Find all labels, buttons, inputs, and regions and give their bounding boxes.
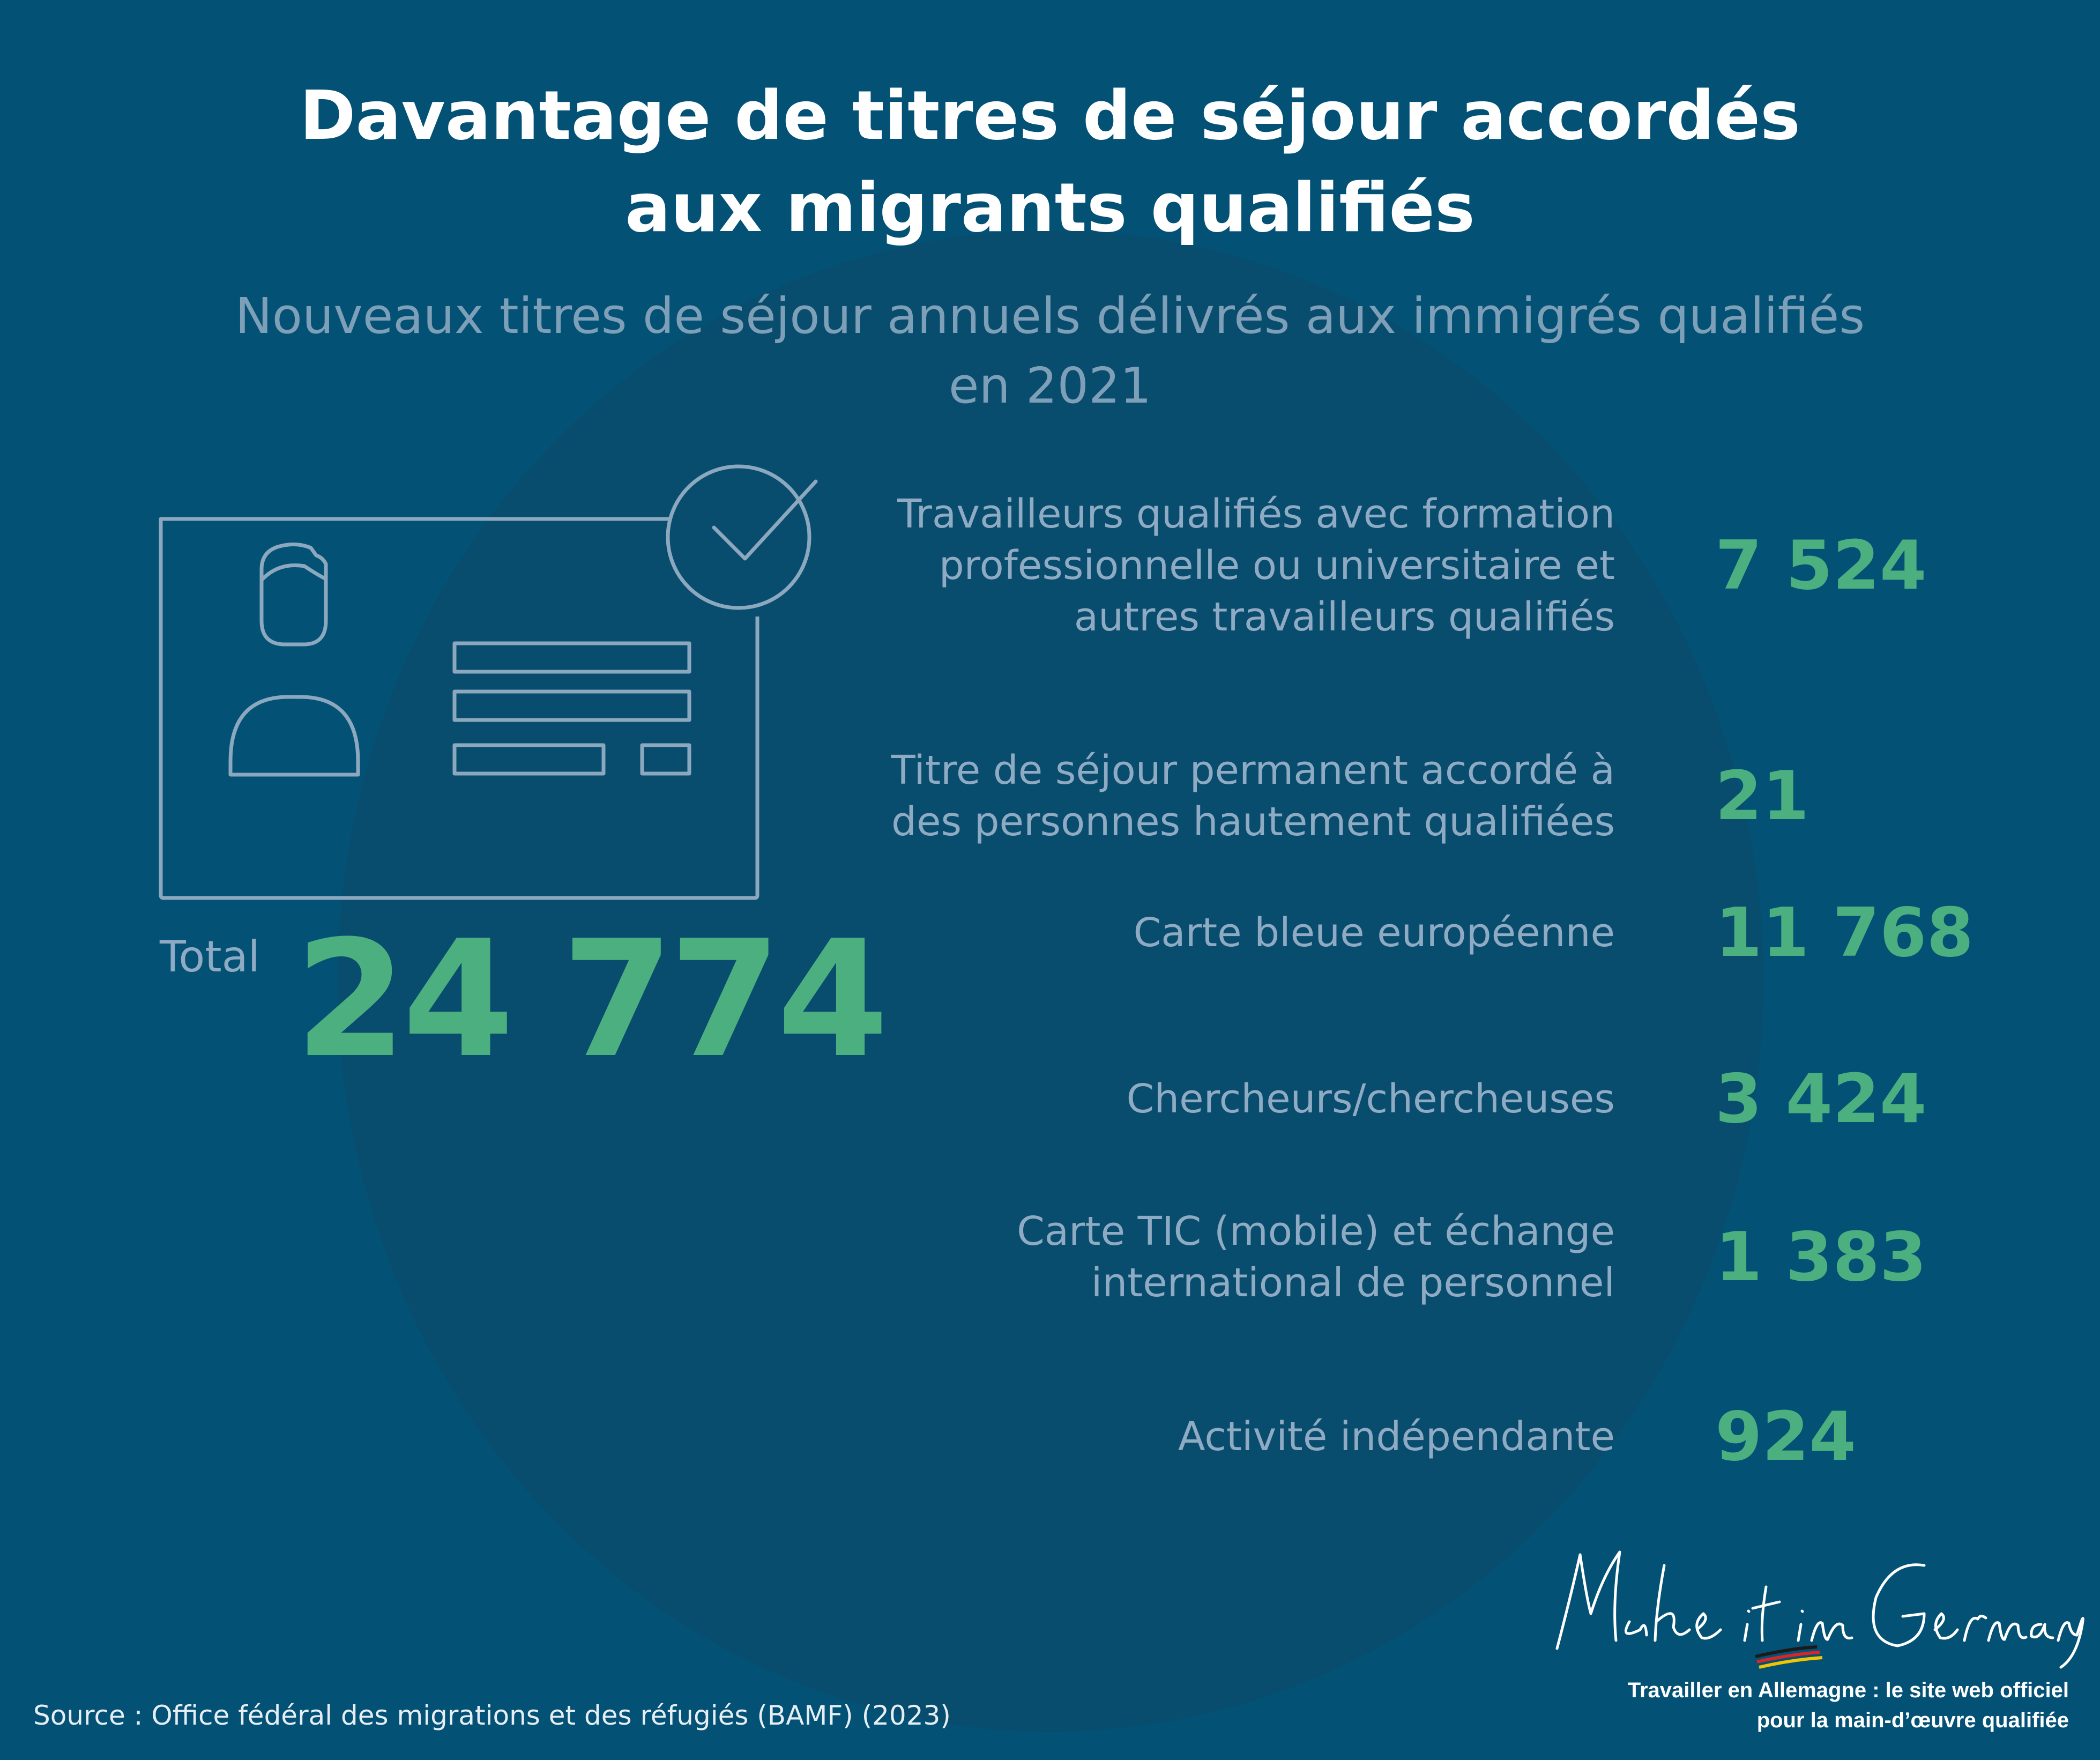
category-label: Titre de séjour permanent accordé à des p… bbox=[811, 745, 1615, 848]
source-note: Source : Office fédéral des migrations e… bbox=[33, 1700, 951, 1731]
category-label-line: des personnes hautement qualifiées bbox=[891, 799, 1615, 845]
subtitle-line-2: en 2021 bbox=[948, 357, 1152, 414]
total-value: 24 774 bbox=[295, 906, 889, 1093]
id-card-icon bbox=[159, 464, 818, 900]
chart-subtitle: Nouveaux titres de séjour annuels délivr… bbox=[0, 281, 2100, 421]
category-value: 1 383 bbox=[1715, 1217, 1927, 1296]
checkmark-circle-icon bbox=[666, 464, 818, 610]
category-label-line: Carte TIC (mobile) et échange bbox=[1017, 1208, 1615, 1254]
category-label-line: Titre de séjour permanent accordé à bbox=[891, 747, 1615, 793]
subtitle-line-1: Nouveaux titres de séjour annuels délivr… bbox=[235, 287, 1865, 345]
title-line-1: Davantage de titres de séjour accordés bbox=[299, 76, 1801, 155]
total-label: Total bbox=[160, 932, 260, 982]
category-label: Carte bleue européenne bbox=[811, 907, 1615, 959]
category-label: Carte TIC (mobile) et échange internation… bbox=[811, 1206, 1615, 1309]
category-label-line: Travailleurs qualifiés avec formation bbox=[897, 491, 1615, 537]
title-line-2: aux migrants qualifiés bbox=[625, 168, 1475, 247]
category-label: Chercheurs/chercheuses bbox=[811, 1073, 1615, 1125]
category-value: 7 524 bbox=[1715, 526, 1927, 605]
category-value: 11 768 bbox=[1715, 893, 1974, 972]
tagline-line-1: Travailler en Allemagne : le site web of… bbox=[1627, 1679, 2069, 1702]
category-label-line: professionnelle ou universitaire et bbox=[939, 543, 1615, 589]
category-label: Activité indépendante bbox=[811, 1411, 1615, 1462]
category-value: 924 bbox=[1715, 1397, 1857, 1476]
tagline-line-2: pour la main-d’œuvre qualifiée bbox=[1756, 1709, 2069, 1732]
category-value: 21 bbox=[1715, 756, 1809, 835]
make-it-in-germany-logo bbox=[1555, 1550, 2084, 1669]
category-label: Travailleurs qualifiés avec formation pro… bbox=[811, 488, 1615, 643]
category-label-line: Chercheurs/chercheuses bbox=[1126, 1076, 1615, 1122]
background-circle bbox=[338, 231, 1763, 1732]
category-label-line: Carte bleue européenne bbox=[1133, 910, 1615, 956]
category-label-line: autres travailleurs qualifiés bbox=[1074, 594, 1615, 640]
person-icon bbox=[228, 542, 360, 777]
site-tagline: Travailler en Allemagne : le site web of… bbox=[1628, 1675, 2069, 1735]
chart-title: Davantage de titres de séjour accordés a… bbox=[0, 70, 2100, 254]
category-value: 3 424 bbox=[1715, 1059, 1927, 1138]
category-label-line: international de personnel bbox=[1091, 1260, 1615, 1306]
category-label-line: Activité indépendante bbox=[1178, 1414, 1615, 1460]
